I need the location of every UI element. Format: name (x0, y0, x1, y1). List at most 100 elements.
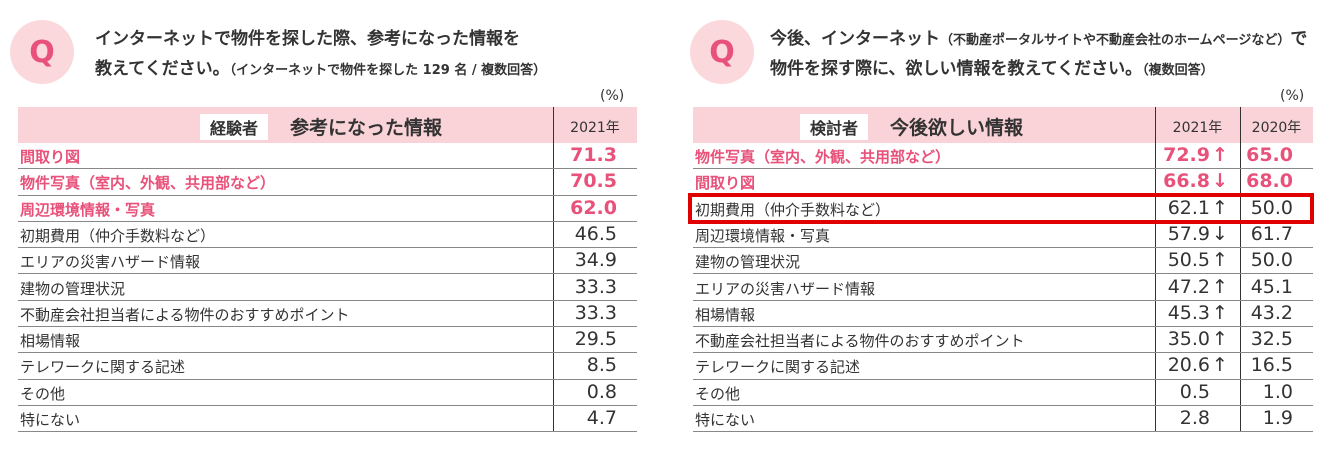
trend-arrow: ↑ (1212, 354, 1228, 377)
table-row (18, 222, 637, 249)
table-row (18, 196, 637, 222)
cell-value: 61.7 (1250, 222, 1293, 245)
cell-value: 4.7 (586, 407, 617, 429)
cell-value: 2.8 (1179, 407, 1210, 429)
cell-value: 33.3 (574, 301, 617, 324)
question-line: インターネットで物件を探した際、参考になった情報を (95, 24, 520, 49)
badge: 検討者 (800, 114, 869, 140)
question-text: で (1290, 29, 1308, 49)
row-label: 不動産会社担当者による物件のおすすめポイント (20, 305, 350, 324)
table-row (18, 143, 637, 170)
table-row (18, 327, 637, 354)
table-row (693, 275, 1313, 301)
table-row (693, 406, 1313, 433)
question-text: 今後、インターネット (770, 29, 940, 49)
row-label: 相場情報 (695, 305, 756, 324)
table-row (693, 301, 1313, 328)
cell-value: 8.5 (586, 354, 617, 377)
row-label: 初期費用（仲介手数料など） (695, 200, 891, 219)
table-header (18, 107, 637, 143)
table-row (18, 406, 637, 433)
column-header: 2021年 (570, 120, 620, 136)
row-label: 建物の管理状況 (20, 279, 126, 298)
cell-value: 16.5 (1250, 354, 1293, 377)
cell-value: 50.0 (1250, 196, 1293, 219)
question-text: 物件を探す際に、欲しい情報を教えてください。 (770, 59, 1143, 79)
cell-value: 72.9 (1163, 144, 1210, 166)
q-icon: Q (690, 20, 754, 84)
column-header: 2021年 (1172, 120, 1223, 136)
cell-value: 71.3 (570, 144, 617, 166)
cell-value: 70.5 (570, 170, 617, 193)
cell-value: 57.9 (1167, 222, 1210, 245)
cell-value: 45.1 (1250, 275, 1293, 298)
column-divider (553, 107, 554, 433)
cell-value: 0.5 (1179, 380, 1210, 403)
cell-value: 65.0 (1246, 144, 1293, 166)
cell-value: 43.2 (1250, 301, 1293, 324)
trend-arrow: ↓ (1212, 222, 1228, 245)
row-label: 特にない (20, 411, 81, 429)
row-label: その他 (20, 384, 66, 403)
cell-value: 29.5 (574, 328, 617, 351)
cell-value: 34.9 (574, 249, 617, 272)
trend-arrow: ↑ (1212, 301, 1228, 324)
q-icon: Q (10, 20, 74, 84)
question-line: 教えてください。（インターネットで物件を探した 129 名 / 複数回答） (95, 54, 546, 79)
cell-value: 62.0 (570, 196, 617, 219)
question-text: （インターネットで物件を探した 129 名 / 複数回答） (229, 63, 547, 78)
row-label: テレワークに関する記述 (20, 358, 186, 377)
table-row (693, 380, 1313, 406)
cell-value: 46.5 (574, 222, 617, 245)
table-row (693, 143, 1313, 170)
table-row (693, 222, 1313, 249)
row-label: 周辺環境情報・写真 (695, 226, 831, 245)
row-label: エリアの災害ハザード情報 (20, 253, 201, 272)
trend-arrow: ↑ (1212, 328, 1228, 351)
question-text: インターネットで物件を探した際、参考になった情報を (95, 29, 520, 49)
trend-arrow: ↑ (1212, 144, 1228, 166)
row-label: 間取り図 (695, 174, 756, 193)
question-text: 教えてください。 (95, 59, 230, 79)
row-label: 初期費用（仲介手数料など） (20, 226, 216, 245)
table-title: 今後欲しい情報 (890, 117, 1024, 139)
cell-value: 50.5 (1167, 249, 1210, 272)
cell-value: 68.0 (1246, 170, 1293, 193)
column-divider (1155, 107, 1156, 433)
cell-value: 0.8 (586, 380, 617, 403)
table-row (18, 275, 637, 301)
row-label: 間取り図 (20, 148, 81, 166)
table-row (18, 353, 637, 380)
cell-value: 1.0 (1262, 380, 1293, 403)
cell-value: 50.0 (1250, 249, 1293, 272)
row-label: エリアの災害ハザード情報 (695, 279, 876, 298)
cell-value: 35.0 (1167, 328, 1210, 351)
question-line: 物件を探す際に、欲しい情報を教えてください。（複数回答） (770, 54, 1214, 79)
cell-value: 1.9 (1262, 407, 1293, 429)
cell-value: 33.3 (574, 275, 617, 298)
table-row (693, 327, 1313, 354)
row-label: 不動産会社担当者による物件のおすすめポイント (695, 332, 1025, 351)
trend-arrow: ↑ (1212, 196, 1228, 219)
question-text: （複数回答） (1142, 63, 1214, 78)
table-header (693, 107, 1313, 143)
row-label: テレワークに関する記述 (695, 358, 861, 377)
row-label: 特にない (695, 411, 756, 429)
column-header: 2020年 (1251, 120, 1302, 136)
unit: (%) (600, 88, 625, 104)
cell-value: 62.1 (1167, 196, 1210, 219)
table-row (18, 301, 637, 328)
highlight-box (688, 192, 1314, 224)
unit: (%) (1280, 88, 1305, 104)
row-label: その他 (695, 384, 741, 403)
row-label: 周辺環境情報・写真 (20, 200, 156, 219)
cell-value: 66.8 (1163, 170, 1210, 193)
table-row (693, 353, 1313, 380)
trend-arrow: ↑ (1212, 249, 1228, 272)
question-line: 今後、インターネット（不動産ポータルサイトや不動産会社のホームページなど）で (770, 24, 1307, 49)
badge: 経験者 (200, 114, 269, 140)
row-label: 物件写真（室内、外観、共用部など） (20, 174, 276, 193)
cell-value: 20.6 (1167, 354, 1210, 377)
row-label: 建物の管理状況 (695, 253, 801, 272)
